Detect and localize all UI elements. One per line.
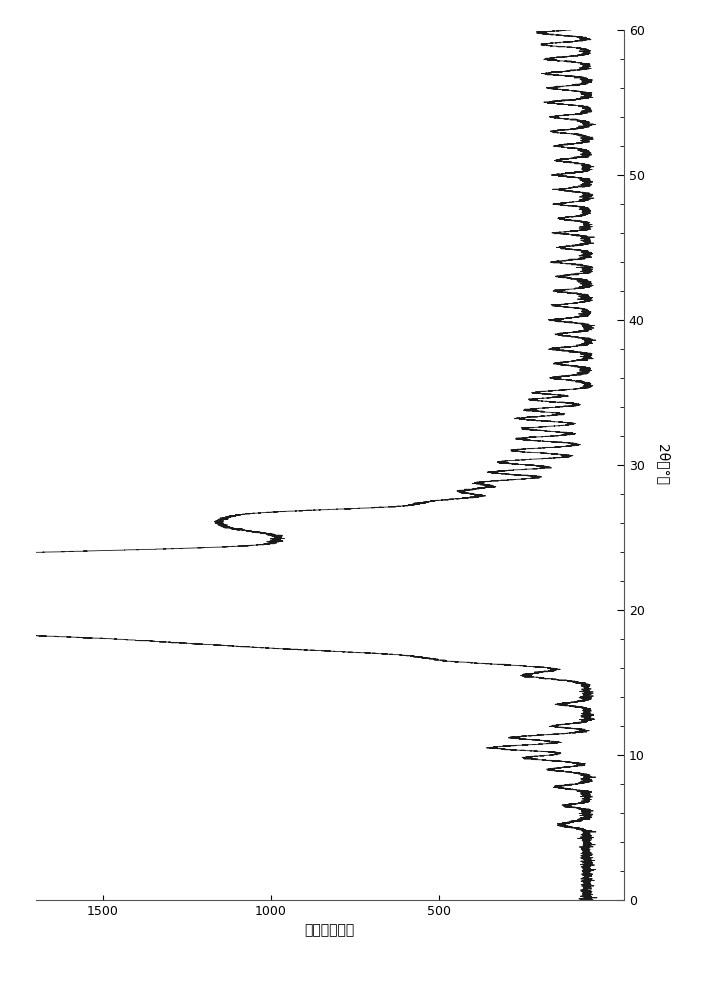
X-axis label: 强度（计数）: 强度（计数）	[305, 923, 355, 937]
Y-axis label: 2θ（°）: 2θ（°）	[655, 444, 670, 486]
